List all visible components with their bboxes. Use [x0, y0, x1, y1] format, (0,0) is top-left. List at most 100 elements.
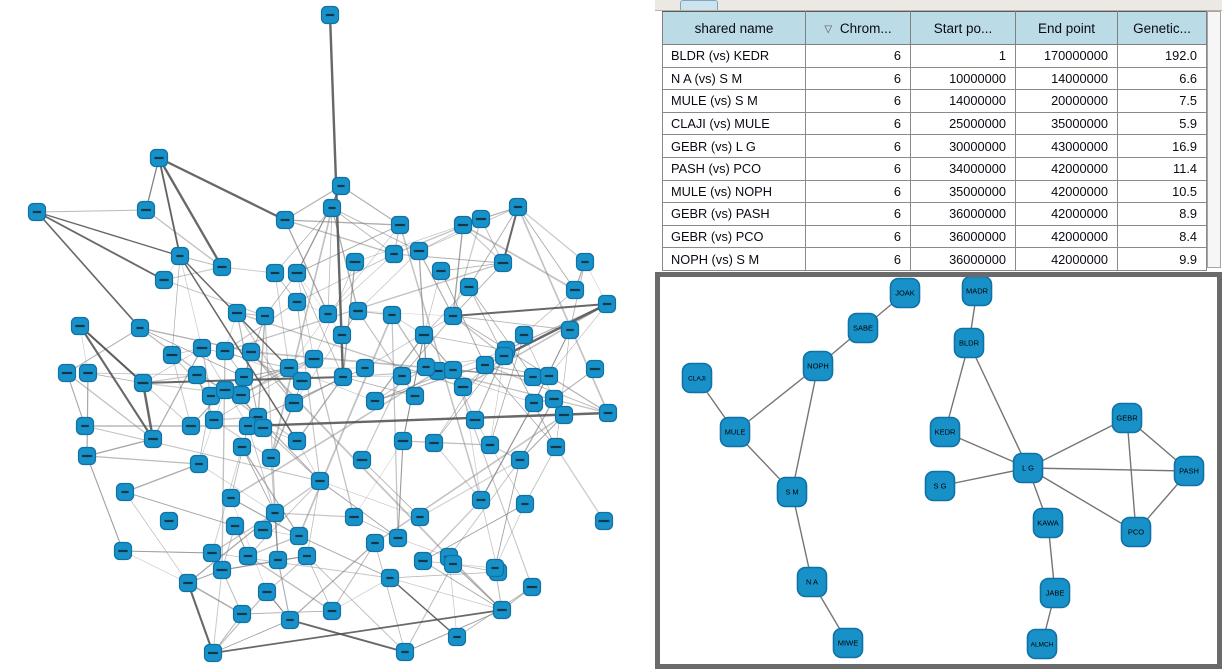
network-edge[interactable]: [402, 440, 491, 446]
network-edge[interactable]: [86, 455, 200, 465]
network-edge[interactable]: [452, 224, 464, 317]
column-header-shared-name[interactable]: shared name: [662, 11, 806, 45]
network-edge[interactable]: [257, 315, 266, 418]
network-edge[interactable]: [124, 463, 200, 493]
network-edge[interactable]: [331, 207, 395, 255]
network-edge[interactable]: [142, 382, 192, 427]
network-edge[interactable]: [296, 272, 315, 360]
table-cell[interactable]: 5.9: [1117, 111, 1207, 136]
table-cell[interactable]: 43000000: [1015, 134, 1118, 158]
table-cell[interactable]: 1: [910, 44, 1016, 68]
network-edge[interactable]: [124, 491, 236, 527]
network-edge[interactable]: [306, 480, 321, 557]
table-cell[interactable]: MULE (vs) NOPH: [662, 179, 806, 204]
table-cell[interactable]: GEBR (vs) PASH: [662, 202, 806, 226]
network-edge[interactable]: [247, 555, 333, 612]
table-cell[interactable]: 42000000: [1015, 156, 1118, 181]
network-edge[interactable]: [79, 325, 144, 384]
network-edge[interactable]: [230, 497, 268, 593]
network-edge[interactable]: [419, 459, 521, 518]
network-edge[interactable]: [404, 563, 454, 653]
network-node[interactable]: [719, 416, 751, 448]
table-cell[interactable]: 25000000: [910, 111, 1016, 136]
network-edge[interactable]: [397, 440, 404, 539]
table-cell[interactable]: 9.9: [1117, 247, 1207, 271]
table-row[interactable]: PASH (vs) PCO 6 34000000 42000000 11.4: [662, 156, 1207, 181]
network-edge[interactable]: [517, 206, 609, 414]
table-cell[interactable]: 6: [805, 224, 911, 249]
network-edge[interactable]: [124, 491, 189, 584]
network-node[interactable]: [681, 362, 713, 394]
network-edge[interactable]: [241, 446, 276, 514]
network-edge[interactable]: [1027, 467, 1137, 533]
network-edge[interactable]: [474, 419, 526, 505]
network-edge[interactable]: [187, 582, 214, 654]
table-cell[interactable]: 35000000: [910, 179, 1016, 204]
network-edge[interactable]: [284, 185, 342, 221]
network-edge[interactable]: [87, 372, 144, 384]
network-edge[interactable]: [86, 438, 154, 457]
network-edge[interactable]: [489, 334, 525, 446]
table-cell[interactable]: 42000000: [1015, 224, 1118, 249]
network-edge[interactable]: [163, 279, 266, 317]
network-edge[interactable]: [342, 261, 356, 378]
network-edge[interactable]: [533, 329, 571, 404]
network-edge[interactable]: [331, 207, 420, 252]
network-edge[interactable]: [331, 542, 376, 612]
table-cell[interactable]: 6: [805, 44, 911, 68]
network-edge[interactable]: [141, 382, 155, 440]
network-edge[interactable]: [124, 491, 236, 527]
table-cell[interactable]: 35000000: [1015, 111, 1118, 136]
table-cell[interactable]: 10.5: [1117, 179, 1207, 204]
table-cell[interactable]: 14000000: [910, 89, 1016, 113]
network-edge[interactable]: [519, 398, 555, 461]
network-edge[interactable]: [289, 542, 376, 621]
network-edge[interactable]: [422, 560, 503, 611]
network-edge[interactable]: [452, 315, 505, 357]
network-edge[interactable]: [389, 577, 503, 611]
network-edge[interactable]: [139, 327, 245, 378]
network-edge[interactable]: [289, 619, 406, 653]
network-edge[interactable]: [389, 571, 499, 579]
network-edge[interactable]: [212, 619, 291, 654]
table-cell[interactable]: 6: [805, 179, 911, 204]
network-edge[interactable]: [484, 364, 609, 414]
table-cell[interactable]: CLAJI (vs) MULE: [662, 111, 806, 136]
network-edge[interactable]: [342, 376, 416, 397]
table-cell[interactable]: 14000000: [1015, 66, 1118, 91]
table-cell[interactable]: 170000000: [1015, 44, 1118, 68]
network-edge[interactable]: [221, 555, 308, 571]
network-edge[interactable]: [503, 302, 608, 358]
network-edge[interactable]: [298, 314, 393, 537]
network-edge[interactable]: [36, 211, 165, 281]
network-edge[interactable]: [158, 157, 181, 257]
table-cell[interactable]: 8.4: [1117, 224, 1207, 249]
network-edge[interactable]: [274, 272, 290, 369]
network-edge[interactable]: [555, 446, 605, 522]
network-edge[interactable]: [357, 250, 420, 312]
network-edge[interactable]: [284, 219, 329, 315]
table-cell[interactable]: 36000000: [910, 224, 1016, 249]
network-edge[interactable]: [247, 425, 276, 514]
network-edge[interactable]: [353, 440, 404, 518]
table-cell[interactable]: 42000000: [1015, 202, 1118, 226]
network-edge[interactable]: [36, 211, 181, 257]
network-edge[interactable]: [236, 312, 295, 404]
column-header-chromosome[interactable]: ▽ Chrom...: [805, 11, 911, 45]
network-edge[interactable]: [331, 207, 359, 312]
network-edge[interactable]: [342, 375, 403, 378]
network-edge[interactable]: [357, 310, 454, 317]
column-header-end-point[interactable]: End point: [1015, 11, 1118, 45]
network-edge[interactable]: [327, 207, 333, 315]
network-edge[interactable]: [122, 550, 213, 554]
network-edge[interactable]: [340, 185, 401, 226]
table-cell[interactable]: N A (vs) S M: [662, 66, 806, 91]
network-edge[interactable]: [163, 266, 223, 281]
network-edge[interactable]: [494, 503, 526, 569]
network-edge[interactable]: [1027, 417, 1128, 469]
network-edge[interactable]: [489, 355, 505, 446]
network-edge[interactable]: [171, 354, 192, 427]
network-edge[interactable]: [452, 302, 608, 318]
network-edge[interactable]: [122, 550, 189, 584]
network-node[interactable]: [776, 476, 808, 508]
